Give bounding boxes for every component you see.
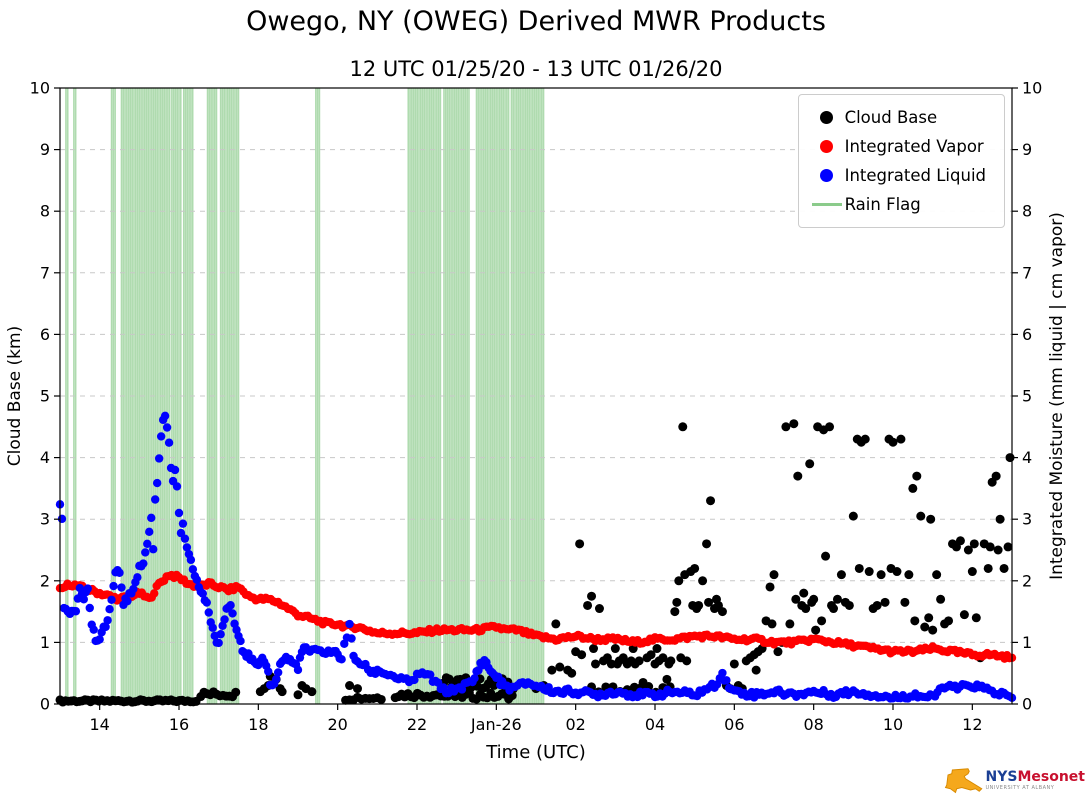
- legend-label: Cloud Base: [844, 108, 938, 127]
- y-axis-title-right: Integrated Moisture (mm liquid | cm vapo…: [1047, 212, 1067, 580]
- legend-label: Integrated Liquid: [844, 166, 986, 185]
- y-tick-label-left: 4: [40, 448, 50, 467]
- legend-label: Integrated Vapor: [844, 137, 984, 156]
- y-axis-left: 0 1 2 3 4 5 6 7 8 9 10: [30, 79, 60, 714]
- y-tick-label-right: 1: [1022, 633, 1032, 652]
- integrated-liquid-series: [55, 411, 1017, 703]
- ny-state-icon: [944, 768, 983, 794]
- legend-label: Rain Flag: [844, 195, 921, 214]
- x-tick-label: 08: [803, 715, 823, 734]
- x-axis-title: Time (UTC): [485, 742, 586, 763]
- y-tick-label-right: 4: [1022, 448, 1032, 467]
- legend-item-cloud-base: Cloud Base: [809, 103, 986, 132]
- y-tick-label-right: 7: [1022, 263, 1032, 282]
- legend-dot-marker: [809, 169, 845, 182]
- legend-dot-marker: [809, 140, 845, 153]
- y-tick-label-right: 2: [1022, 571, 1032, 590]
- x-tick-label: 10: [883, 715, 903, 734]
- y-tick-label-left: 2: [40, 571, 50, 590]
- y-tick-label-left: 6: [40, 325, 50, 344]
- y-axis-title-left: Cloud Base (km): [5, 326, 25, 466]
- legend-item-integrated-liquid: Integrated Liquid: [809, 161, 986, 190]
- y-tick-label-right: 3: [1022, 510, 1032, 529]
- logo-text-mesonet: Mesonet: [1017, 768, 1085, 785]
- x-tick-label: 06: [724, 715, 744, 734]
- chart-title: Owego, NY (OWEG) Derived MWR Products: [246, 6, 826, 37]
- x-tick-label: 18: [248, 715, 268, 734]
- y-axis-right: 0 1 2 3 4 5 6 7 8 9 10: [1012, 79, 1042, 714]
- y-tick-label-left: 5: [40, 387, 50, 406]
- legend-dot-marker: [809, 111, 845, 124]
- x-tick-label: Jan-26: [470, 715, 522, 734]
- logo-caption: UNIVERSITY AT ALBANY: [985, 784, 1055, 791]
- y-tick-label-right: 9: [1022, 140, 1032, 159]
- y-tick-label-left: 10: [30, 79, 50, 98]
- y-tick-label-right: 6: [1022, 325, 1032, 344]
- y-tick-label-left: 9: [40, 140, 50, 159]
- y-tick-label-left: 3: [40, 510, 50, 529]
- x-axis: 14 16 18 20 22 Jan-26 02 04 06 08 10 12: [89, 704, 983, 734]
- x-tick-label: 16: [169, 715, 189, 734]
- legend-item-integrated-vapor: Integrated Vapor: [809, 132, 986, 161]
- y-tick-label-right: 5: [1022, 387, 1032, 406]
- y-tick-label-right: 8: [1022, 202, 1032, 221]
- y-tick-label-left: 0: [40, 695, 50, 714]
- x-tick-label: 14: [89, 715, 109, 734]
- y-tick-label-right: 10: [1022, 79, 1042, 98]
- chart-legend: Cloud Base Integrated Vapor Integrated Liq…: [797, 94, 1005, 228]
- y-tick-label-left: 1: [40, 633, 50, 652]
- y-tick-label-right: 0: [1022, 695, 1032, 714]
- y-tick-label-left: 7: [40, 263, 50, 282]
- x-tick-label: 04: [645, 715, 665, 734]
- x-tick-label: 20: [327, 715, 347, 734]
- legend-line-marker: [809, 203, 845, 206]
- x-tick-label: 22: [407, 715, 427, 734]
- y-tick-label-left: 8: [40, 202, 50, 221]
- legend-item-rain-flag: Rain Flag: [809, 190, 986, 219]
- logo-text-nys: NYS: [985, 768, 1018, 785]
- chart-subtitle: 12 UTC 01/25/20 - 13 UTC 01/26/20: [349, 57, 723, 81]
- nys-mesonet-logo: NYSMesonet UNIVERSITY AT ALBANY: [943, 764, 1085, 796]
- logo-text: NYSMesonet UNIVERSITY AT ALBANY: [986, 770, 1085, 791]
- x-tick-label: 12: [962, 715, 982, 734]
- x-tick-label: 02: [565, 715, 585, 734]
